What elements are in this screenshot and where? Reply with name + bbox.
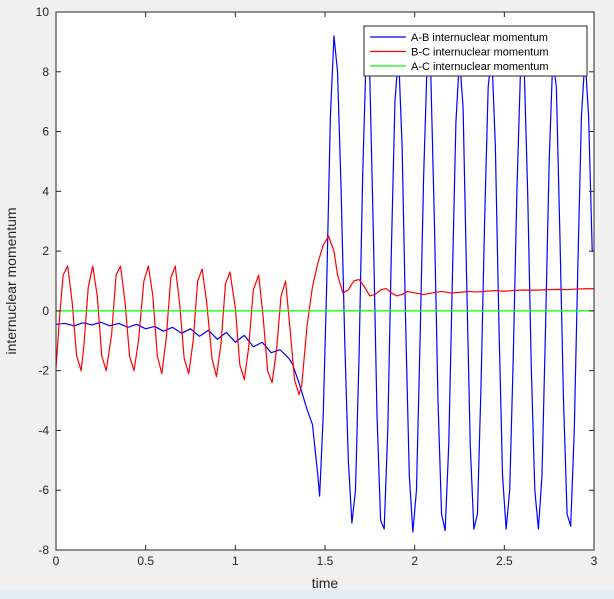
x-tick-label: 2: [411, 554, 418, 568]
y-tick-label: -2: [38, 364, 49, 378]
status-strip: [0, 590, 614, 599]
y-tick-label: 4: [42, 184, 49, 198]
x-axis-label: time: [312, 575, 339, 591]
x-tick-label: 0: [53, 554, 60, 568]
series-line-1: [56, 35, 594, 533]
series-layer: [56, 35, 594, 533]
legend-label-3: A-C internuclear momentum: [411, 61, 549, 73]
y-tick-label: 8: [42, 65, 49, 79]
y-tick-label: -4: [38, 423, 49, 437]
y-tick-label: 0: [42, 304, 49, 318]
plot-area: [56, 12, 594, 550]
y-tick-label: 2: [42, 244, 49, 258]
x-tick-label: 1.5: [317, 554, 334, 568]
y-tick-label: 6: [42, 125, 49, 139]
x-tick-label: 3: [591, 554, 598, 568]
x-tick-label: 2.5: [496, 554, 513, 568]
legend-label-1: A-B internuclear momentum: [411, 32, 548, 44]
legend-label-2: B-C internuclear momentum: [411, 47, 549, 59]
legend[interactable]: A-B internuclear momentum B-C internuclea…: [363, 25, 588, 77]
x-tick-label: 1: [232, 554, 239, 568]
x-tick-label: 0.5: [137, 554, 154, 568]
series-line-2: [56, 235, 594, 396]
y-axis-label: internuclear momentum: [3, 207, 19, 354]
ticks-layer: 0 0.5 1 1.5 2 2.5 3 -8 -6 -4 -2 0 2 4 6 8 10: [36, 5, 598, 568]
y-tick-label: -8: [38, 543, 49, 557]
y-tick-label: -6: [38, 483, 49, 497]
y-tick-label: 10: [36, 5, 50, 19]
